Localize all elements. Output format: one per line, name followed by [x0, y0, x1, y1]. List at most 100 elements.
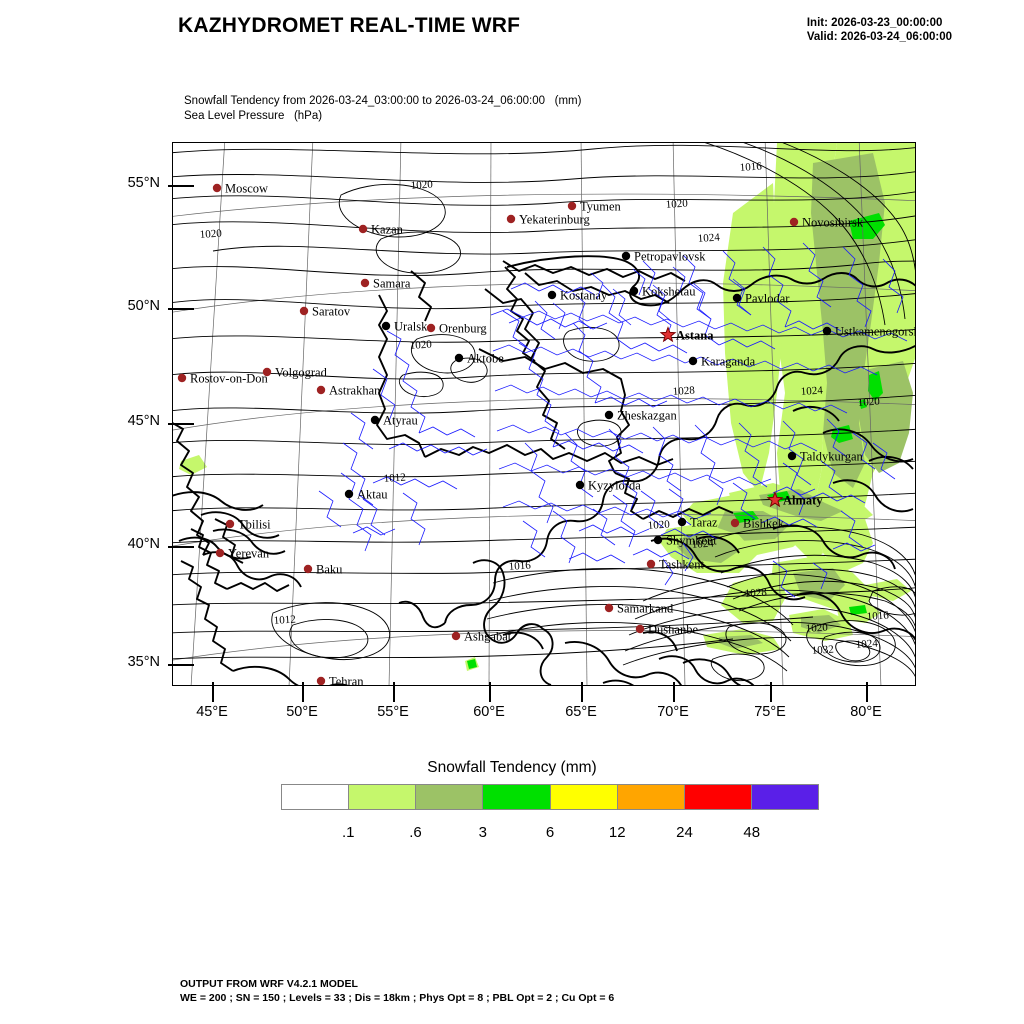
colorbar-segment[interactable]: [348, 785, 416, 809]
run-info: Init: 2026-03-23_00:00:00 Valid: 2026-03…: [807, 16, 952, 44]
city-label: Bishkek: [743, 517, 785, 531]
city-dot-foreign-icon: [358, 224, 368, 234]
contour-label: 1024: [800, 384, 823, 398]
city-marker: Kyzylorda: [575, 479, 641, 493]
city-label: Saratov: [312, 305, 351, 319]
contour-label: 1028: [672, 384, 695, 398]
city-marker: Ustkamenogorsk: [822, 325, 916, 339]
valid-time: Valid: 2026-03-24_06:00:00: [806, 31, 952, 43]
contour-label: 1032: [811, 643, 834, 657]
lon-tick-label: 55°E: [377, 704, 409, 720]
city-label: Yekaterinburg: [519, 213, 590, 227]
map-plot-area[interactable]: 1020 1020 1016 1020 1024 1020 1028 1024 1020 1012…: [172, 142, 916, 686]
city-marker: Atyrau: [370, 414, 418, 428]
city-marker: Petropavlovsk: [621, 250, 706, 264]
city-marker: Pavlodar: [732, 292, 790, 306]
city-dot-foreign-icon: [426, 323, 436, 333]
colorbar-segment[interactable]: [683, 785, 751, 809]
city-label: Tbilisi: [238, 518, 271, 532]
lat-tick-mark: [168, 308, 194, 310]
colorbar-tick-label: 6: [545, 824, 555, 841]
city-dot-kazakh-icon: [621, 251, 631, 261]
city-dot-kazakh-icon: [381, 321, 391, 331]
city-label: Tyumen: [580, 200, 622, 214]
city-dot-foreign-icon: [451, 631, 461, 641]
city-dot-foreign-icon: [604, 603, 614, 613]
city-label: Kokshetau: [642, 285, 696, 299]
city-label: Ustkamenogorsk: [835, 325, 916, 339]
city-marker: Kazan: [358, 223, 404, 237]
lon-tick-label: 50°E: [286, 704, 318, 720]
contour-label: 1020: [857, 395, 880, 409]
lon-tick-label: 45°E: [196, 704, 228, 720]
city-marker: Astana: [659, 326, 714, 343]
lat-tick-label: 50°N: [127, 298, 160, 314]
city-dot-foreign-icon: [646, 559, 656, 569]
colorbar-tick-label: 12: [608, 824, 626, 841]
country-borders: [173, 255, 915, 685]
city-label: Karaganda: [701, 355, 756, 369]
city-label: Taldykurgan: [800, 450, 864, 464]
city-label: Astana: [676, 329, 714, 343]
lon-tick-mark: [770, 682, 772, 702]
lon-tick-label: 80°E: [850, 704, 882, 720]
lon-tick-mark: [489, 682, 491, 702]
city-marker: Almaty: [766, 491, 823, 508]
colorbar-segment[interactable]: [616, 785, 684, 809]
colorbar-segment[interactable]: [282, 785, 349, 809]
city-marker: Volgograd: [262, 366, 328, 380]
colorbar-segment[interactable]: [750, 785, 818, 809]
lat-tick-label: 35°N: [127, 654, 160, 670]
city-label: Ashgabat: [464, 630, 512, 644]
lat-tick-label: 40°N: [127, 536, 160, 552]
city-dot-foreign-icon: [303, 564, 313, 574]
city-dot-foreign-icon: [567, 201, 577, 211]
lon-tick-mark: [212, 682, 214, 702]
city-label: Yerevan: [228, 547, 270, 561]
lat-tick-label: 45°N: [127, 413, 160, 429]
colorbar-segment[interactable]: [549, 785, 617, 809]
city-label: Baku: [316, 563, 343, 577]
city-dot-foreign-icon: [299, 306, 309, 316]
city-dot-foreign-icon: [215, 548, 225, 558]
lon-tick-label: 65°E: [565, 704, 597, 720]
city-dot-kazakh-icon: [454, 353, 464, 363]
city-marker: Uralsk: [381, 320, 428, 334]
lon-tick-label: 75°E: [754, 704, 786, 720]
contour-label: 1024: [697, 231, 720, 245]
city-dot-kazakh-icon: [629, 286, 639, 296]
lon-tick-mark: [866, 682, 868, 702]
city-label: Rostov-on-Don: [190, 372, 269, 386]
city-marker: Orenburg: [426, 322, 487, 336]
city-marker: Shymkent: [653, 534, 717, 548]
city-dot-kazakh-icon: [677, 517, 687, 527]
city-marker: Samarkand: [604, 602, 674, 616]
colorbar-segment[interactable]: [482, 785, 550, 809]
city-dot-kazakh-icon: [787, 451, 797, 461]
lat-tick-label: 55°N: [127, 175, 160, 191]
city-label: Dushanbe: [648, 623, 698, 637]
capital-star-icon: [766, 491, 784, 508]
colorbar-segment[interactable]: [415, 785, 483, 809]
colorbar[interactable]: [281, 784, 819, 810]
lat-tick-mark: [168, 664, 194, 666]
city-dot-foreign-icon: [316, 385, 326, 395]
colorbar-title: Snowfall Tendency (mm): [427, 759, 597, 776]
city-label: Kostanay: [560, 289, 608, 303]
city-marker: Tyumen: [567, 200, 622, 214]
city-dot-kazakh-icon: [732, 293, 742, 303]
city-marker: Samara: [360, 277, 411, 291]
city-marker: Bishkek: [730, 517, 785, 531]
contour-label: 1012: [383, 471, 406, 485]
contour-label: 1020: [410, 178, 433, 192]
footer-line-2: WE = 200 ; SN = 150 ; Levels = 33 ; Dis …: [180, 992, 615, 1004]
city-label: Moscow: [225, 182, 268, 196]
city-dot-kazakh-icon: [344, 489, 354, 499]
capital-star-icon: [659, 326, 677, 343]
city-dot-foreign-icon: [262, 367, 272, 377]
city-label: Aktau: [357, 488, 388, 502]
city-label: Kazan: [371, 223, 404, 237]
init-time: Init: 2026-03-23_00:00:00: [806, 17, 943, 29]
lat-tick-mark: [168, 423, 194, 425]
